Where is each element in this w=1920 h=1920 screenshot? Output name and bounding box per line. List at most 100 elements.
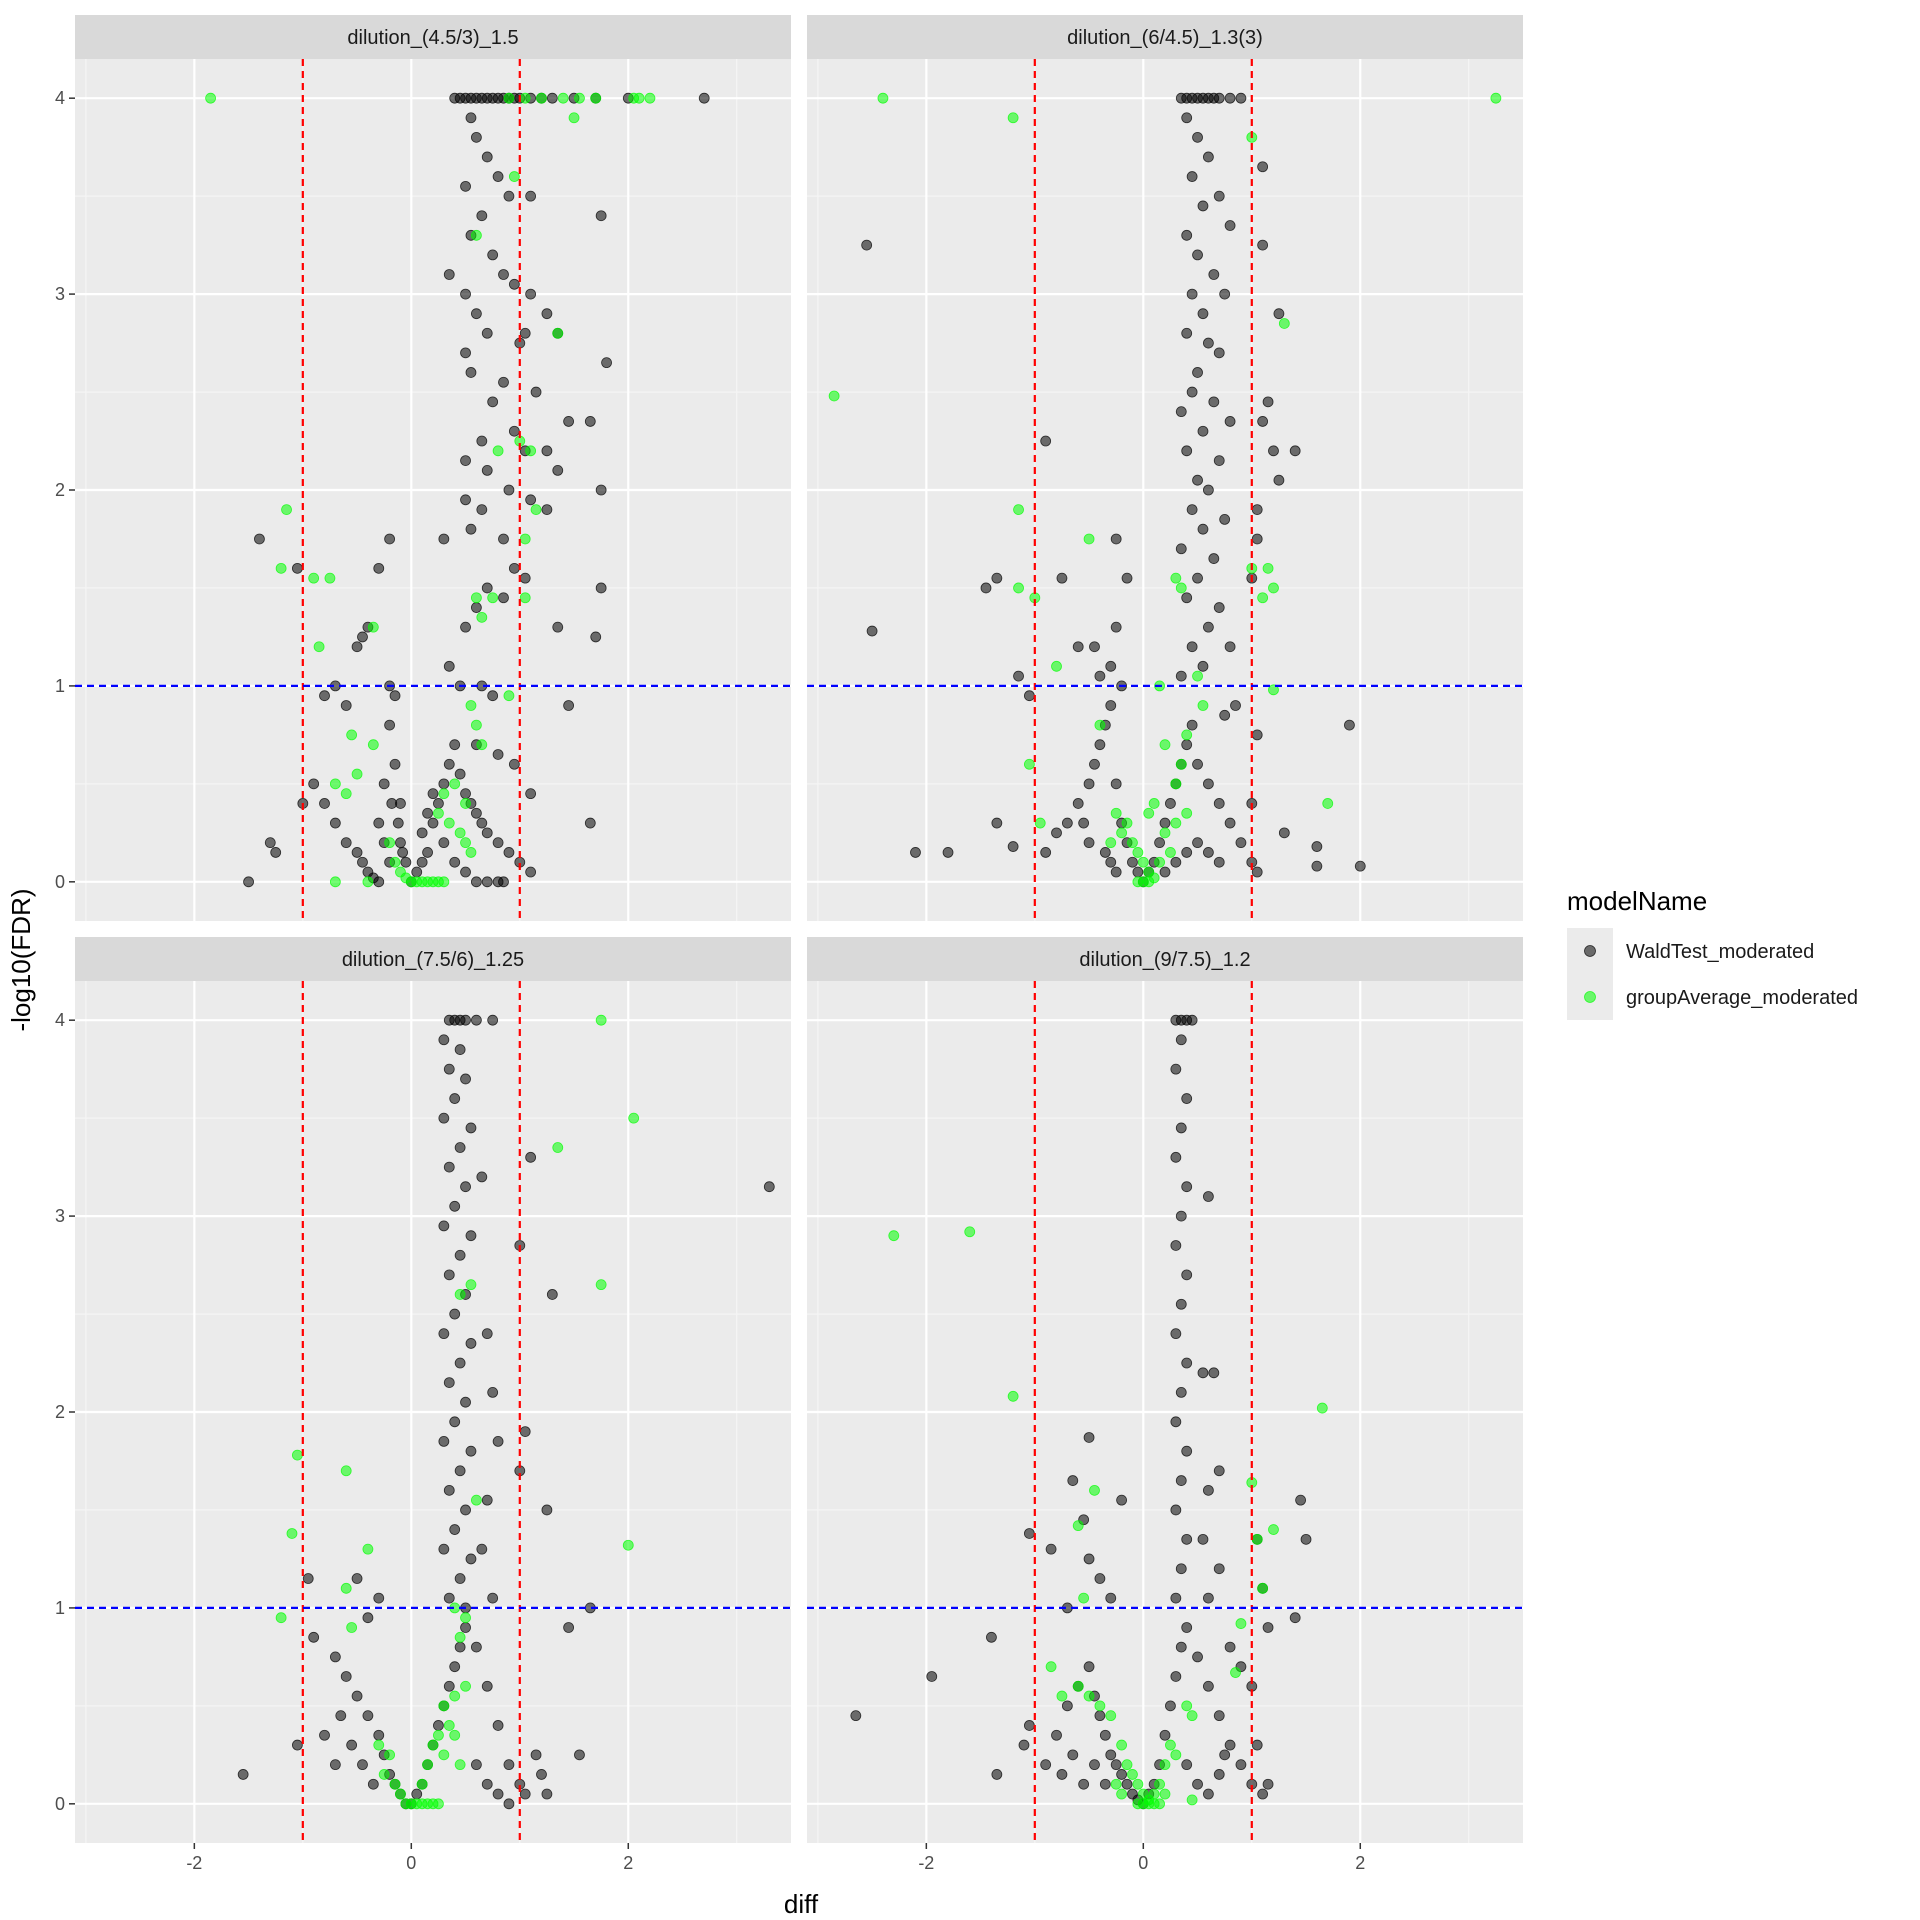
data-point bbox=[460, 180, 471, 192]
data-point bbox=[378, 1769, 390, 1780]
data-point bbox=[449, 1416, 461, 1428]
data-point bbox=[1213, 798, 1225, 809]
data-point bbox=[470, 1759, 482, 1771]
data-point bbox=[438, 778, 450, 790]
data-point bbox=[942, 847, 954, 858]
data-point bbox=[850, 1710, 862, 1722]
data-point bbox=[991, 817, 1003, 829]
data-point bbox=[470, 602, 482, 613]
data-point bbox=[487, 1014, 499, 1026]
data-point bbox=[1181, 327, 1193, 339]
data-point bbox=[1175, 1034, 1187, 1046]
data-point bbox=[449, 856, 461, 868]
data-point bbox=[454, 1465, 466, 1477]
data-point bbox=[340, 1465, 352, 1477]
data-point bbox=[362, 1710, 374, 1722]
data-point bbox=[536, 1769, 547, 1780]
data-point bbox=[1110, 533, 1122, 545]
data-point bbox=[427, 788, 439, 800]
data-point bbox=[1192, 1651, 1203, 1663]
data-point bbox=[481, 827, 493, 839]
data-point bbox=[454, 1759, 466, 1771]
data-point bbox=[498, 269, 509, 280]
data-point bbox=[1175, 1210, 1187, 1222]
data-point bbox=[1202, 847, 1214, 858]
data-point bbox=[389, 856, 401, 868]
data-point bbox=[1208, 1367, 1220, 1379]
data-point bbox=[362, 1543, 374, 1555]
data-point bbox=[487, 249, 499, 261]
facet-strip bbox=[807, 937, 1523, 981]
data-point bbox=[1257, 1788, 1269, 1800]
data-point bbox=[541, 504, 553, 515]
data-point bbox=[1175, 1387, 1187, 1398]
data-point bbox=[563, 1622, 575, 1633]
data-point bbox=[1013, 670, 1024, 682]
data-point bbox=[1165, 1700, 1176, 1712]
x-axis-title: diff bbox=[784, 1889, 819, 1919]
data-point bbox=[1127, 837, 1138, 849]
series-groupAverage_moderated bbox=[888, 1226, 1328, 1810]
data-point bbox=[1094, 1700, 1106, 1712]
data-point bbox=[1197, 660, 1209, 672]
data-point bbox=[1175, 406, 1187, 418]
data-point bbox=[1159, 739, 1171, 751]
data-point bbox=[449, 1729, 461, 1741]
data-point bbox=[1311, 860, 1323, 872]
data-point bbox=[481, 151, 493, 163]
data-point bbox=[460, 1612, 471, 1624]
data-point bbox=[1208, 553, 1220, 564]
data-point bbox=[595, 1014, 607, 1026]
data-point bbox=[254, 533, 265, 545]
data-point bbox=[449, 1661, 461, 1673]
data-point bbox=[1186, 171, 1198, 182]
data-point bbox=[1072, 1520, 1084, 1532]
data-point bbox=[1175, 1475, 1187, 1486]
data-point bbox=[1089, 758, 1100, 770]
data-point bbox=[460, 1073, 471, 1085]
data-point bbox=[1262, 562, 1274, 574]
data-point bbox=[346, 1739, 358, 1751]
data-point bbox=[1230, 1667, 1241, 1678]
data-point bbox=[454, 768, 466, 780]
data-point bbox=[476, 1543, 488, 1555]
data-point bbox=[487, 1592, 499, 1604]
data-point bbox=[362, 1612, 374, 1624]
data-point bbox=[384, 837, 396, 849]
data-point bbox=[541, 1504, 553, 1516]
data-point bbox=[329, 1759, 341, 1771]
data-point bbox=[1083, 533, 1095, 545]
data-point bbox=[1105, 1749, 1117, 1761]
data-point bbox=[1202, 1484, 1214, 1496]
data-point bbox=[508, 562, 520, 574]
data-point bbox=[319, 798, 330, 809]
data-point bbox=[389, 758, 401, 770]
data-point bbox=[443, 1269, 455, 1281]
data-point bbox=[1213, 92, 1225, 104]
data-point bbox=[508, 171, 520, 182]
y-tick-label: 0 bbox=[55, 1794, 65, 1814]
data-point bbox=[1148, 798, 1160, 809]
data-point bbox=[519, 592, 531, 604]
data-point bbox=[1110, 807, 1122, 819]
data-point bbox=[530, 386, 542, 398]
data-point bbox=[1235, 1618, 1247, 1629]
data-point bbox=[1099, 1778, 1111, 1790]
data-point bbox=[1170, 778, 1182, 790]
data-point bbox=[264, 837, 276, 849]
data-point bbox=[1083, 778, 1095, 790]
data-point bbox=[291, 1449, 303, 1461]
data-point bbox=[525, 445, 537, 457]
data-point bbox=[1013, 582, 1024, 594]
data-point bbox=[1202, 1680, 1214, 1692]
data-point bbox=[1181, 1181, 1193, 1193]
data-point bbox=[1132, 847, 1144, 858]
facet-title: dilution_(7.5/6)_1.25 bbox=[342, 949, 524, 971]
data-point bbox=[1490, 92, 1502, 104]
data-point bbox=[1083, 1553, 1095, 1565]
data-point bbox=[470, 131, 482, 143]
data-point bbox=[454, 1289, 466, 1300]
data-point bbox=[433, 1720, 444, 1731]
data-point bbox=[1056, 572, 1068, 584]
